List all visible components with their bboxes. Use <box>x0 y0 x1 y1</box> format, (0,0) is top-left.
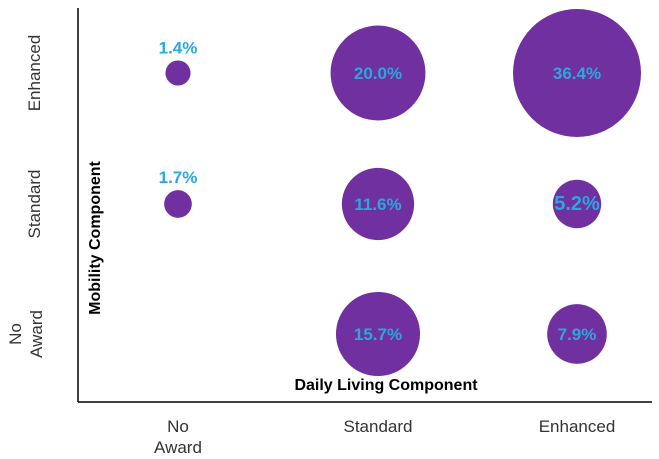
data-label-enhanced-no-award: 7.9% <box>558 325 597 344</box>
data-label-no-award-standard: 1.7% <box>159 168 198 187</box>
x-tick-no-award: No Award <box>154 417 202 457</box>
y-tick-no-award: No Award <box>6 310 46 358</box>
y-tick-enhanced: Enhanced <box>25 35 44 112</box>
x-axis-title: Daily Living Component <box>294 377 478 394</box>
data-label-enhanced-standard: 5.2% <box>554 193 600 215</box>
y-axis-title: Mobility Component <box>87 160 104 314</box>
data-labels: 1.4% 20.0% 36.4% 1.7% 11.6% 5.2% 15.7% 7.9% <box>159 38 601 344</box>
x-tick-enhanced: Enhanced <box>539 417 616 436</box>
data-label-no-award-enhanced: 1.4% <box>159 38 198 57</box>
x-tick-labels: No Award Standard Enhanced <box>154 417 615 457</box>
bubble-no-award-standard <box>164 190 192 218</box>
bubble-standard-standard <box>341 167 415 241</box>
bubbles <box>164 9 641 377</box>
bubble-enhanced-enhanced <box>513 9 641 137</box>
data-label-standard-standard: 11.6% <box>354 195 401 214</box>
bubble-no-award-enhanced <box>165 60 191 86</box>
data-label-enhanced-enhanced: 36.4% <box>553 64 601 83</box>
bubble-standard-enhanced <box>330 25 426 121</box>
data-label-standard-enhanced: 20.0% <box>354 64 402 83</box>
y-tick-labels: No Award Standard Enhanced <box>6 35 46 358</box>
bubble-standard-no-award <box>335 291 421 377</box>
y-tick-standard: Standard <box>25 170 44 239</box>
plot-frame <box>77 8 652 403</box>
bubble-enhanced-standard <box>552 179 602 229</box>
bubble-enhanced-no-award <box>547 304 607 364</box>
x-tick-standard: Standard <box>344 417 413 436</box>
data-label-standard-no-award: 15.7% <box>354 325 402 344</box>
